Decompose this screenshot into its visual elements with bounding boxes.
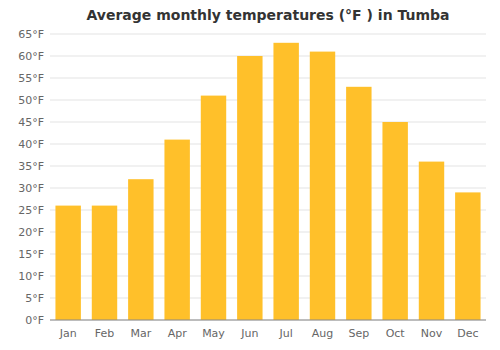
grid-line <box>50 56 486 57</box>
x-tick-label: Jun <box>240 327 258 340</box>
y-tick-label: 10°F <box>18 270 44 283</box>
x-tick-label: Jan <box>59 327 77 340</box>
y-tick-label: 5°F <box>25 292 44 305</box>
y-tick-label: 0°F <box>25 314 44 327</box>
y-tick-label: 15°F <box>18 248 44 261</box>
grid-line <box>50 100 486 101</box>
x-tick-label: Sep <box>348 327 369 340</box>
x-tick-label: Jul <box>279 327 293 340</box>
grid-line <box>50 144 486 145</box>
x-tick-label: Aug <box>312 327 333 340</box>
y-tick-label: 25°F <box>18 204 44 217</box>
y-tick-label: 55°F <box>18 72 44 85</box>
chart: Average monthly temperatures (°F ) in Tu… <box>0 0 500 350</box>
bar <box>201 96 226 320</box>
y-tick-label: 35°F <box>18 160 44 173</box>
bar <box>128 179 153 320</box>
bar <box>419 162 444 320</box>
x-tick-label: Feb <box>95 327 114 340</box>
bars <box>55 43 480 320</box>
x-axis-line <box>50 320 486 321</box>
grid <box>50 34 486 320</box>
grid-line <box>50 78 486 79</box>
bar <box>273 43 298 320</box>
title: Average monthly temperatures (°F ) in Tu… <box>86 7 449 23</box>
bar <box>310 52 335 320</box>
x-tick-label: Nov <box>421 327 443 340</box>
y-tick-label: 20°F <box>18 226 44 239</box>
x-tick-label: Apr <box>168 327 188 340</box>
grid-line <box>50 122 486 123</box>
y-tick-label: 45°F <box>18 116 44 129</box>
grid-line <box>50 34 486 35</box>
x-tick-label: Oct <box>386 327 406 340</box>
bar <box>92 206 117 320</box>
x-tick-label: Dec <box>457 327 478 340</box>
y-tick-label: 30°F <box>18 182 44 195</box>
y-tick-label: 40°F <box>18 138 44 151</box>
y-tick-label: 50°F <box>18 94 44 107</box>
bar <box>455 192 480 320</box>
x-tick-label: Mar <box>130 327 151 340</box>
y-tick-label: 60°F <box>18 50 44 63</box>
grid-line <box>50 320 486 321</box>
bar <box>55 206 80 320</box>
bar <box>346 87 371 320</box>
bar <box>164 140 189 320</box>
bar <box>382 122 407 320</box>
y-tick-label: 65°F <box>18 28 44 41</box>
x-tick-label: May <box>202 327 225 340</box>
bar <box>237 56 262 320</box>
